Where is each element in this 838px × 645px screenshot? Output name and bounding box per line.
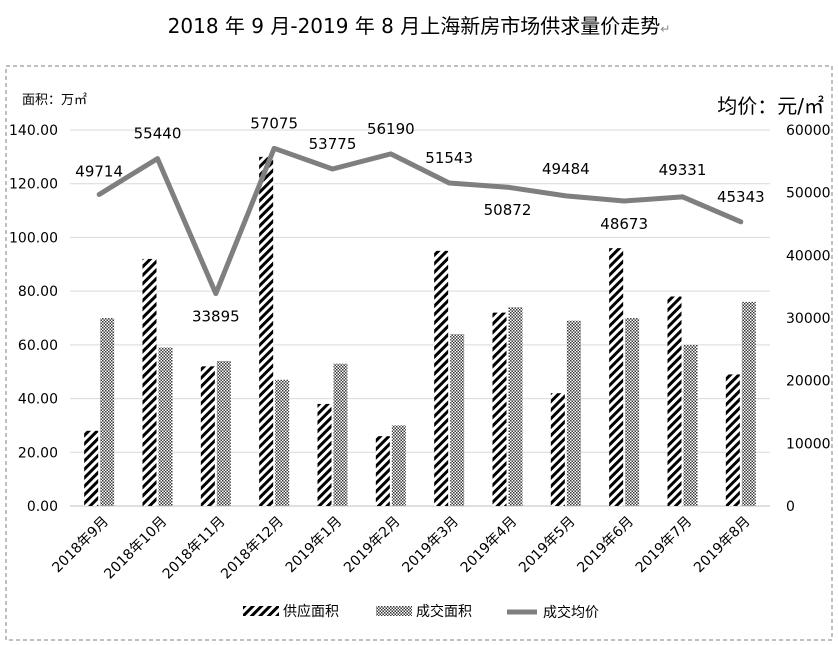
y-left-tick-label: 60.00 (18, 338, 58, 354)
price-data-label: 33895 (192, 308, 240, 326)
legend-item: 成交面积 (376, 603, 472, 620)
legend-label: 成交均价 (543, 604, 599, 621)
bar-supply-area (142, 258, 157, 506)
x-tick-label: 2019年7月 (633, 514, 696, 577)
x-tick-label: 2019年6月 (574, 514, 637, 577)
bar-supply-area (84, 430, 99, 506)
bar-supply-area (200, 366, 215, 506)
bar-deal-area (625, 318, 640, 506)
bar-deal-area (275, 379, 290, 506)
legend-item: 成交均价 (507, 604, 599, 621)
chart-title-text: 2018 年 9 月-2019 年 8 月上海新房市场供求量价走势 (167, 14, 661, 38)
right-axis-unit: 均价：元/㎡ (717, 94, 824, 118)
price-data-label: 49484 (542, 160, 590, 178)
y-right-tick-label: 50000 (786, 186, 831, 202)
y-left-tick-label: 20.00 (18, 445, 58, 461)
price-data-label: 45343 (717, 188, 765, 206)
x-tick-label: 2019年8月 (691, 514, 754, 577)
legend-label: 成交面积 (416, 603, 472, 620)
y-left-tick-label: 120.00 (9, 177, 58, 193)
legend-item: 供应面积 (243, 603, 339, 620)
price-data-label: 57075 (250, 114, 298, 132)
y-left-tick-label: 140.00 (9, 123, 58, 139)
bar-deal-area (566, 320, 581, 506)
x-tick-label: 2019年5月 (516, 514, 579, 577)
bar-deal-area (391, 425, 406, 506)
y-left-tick-label: 100.00 (9, 230, 58, 246)
price-data-label: 51543 (425, 149, 473, 167)
bar-deal-area (100, 318, 115, 506)
bar-deal-area (683, 344, 698, 506)
chart-title: 2018 年 9 月-2019 年 8 月上海新房市场供求量价走势↵ (0, 10, 838, 39)
bar-supply-area (259, 156, 274, 506)
bar-deal-area (450, 334, 465, 506)
bar-supply-area (434, 250, 449, 506)
price-data-label: 48673 (600, 215, 648, 233)
x-tick-label: 2019年1月 (283, 514, 346, 577)
x-tick-label: 2018年9月 (49, 514, 112, 577)
y-right-tick-label: 20000 (786, 374, 831, 390)
bar-deal-area (333, 363, 348, 506)
price-data-label: 56190 (367, 120, 415, 138)
left-axis-unit: 面积：万㎡ (22, 93, 87, 108)
bar-deal-area (741, 301, 756, 506)
bar-supply-area (375, 436, 390, 506)
y-right-tick-label: 30000 (786, 311, 831, 327)
bar-supply-area (667, 296, 682, 506)
bar-supply-area (317, 403, 332, 506)
bar-deal-area (216, 360, 231, 506)
y-right-tick-label: 60000 (786, 123, 831, 139)
bar-supply-area (725, 374, 740, 506)
price-data-label: 53775 (309, 135, 357, 153)
bar-supply-area (550, 393, 565, 506)
x-tick-label: 2019年4月 (458, 514, 521, 577)
legend-label: 供应面积 (283, 603, 339, 620)
x-tick-label: 2019年3月 (399, 514, 462, 577)
price-data-label: 55440 (134, 125, 182, 143)
y-right-tick-label: 10000 (786, 436, 831, 452)
chart-title-mark: ↵ (660, 22, 671, 36)
y-left-tick-label: 80.00 (18, 284, 58, 300)
legend-swatch (376, 606, 412, 616)
price-data-label: 50872 (484, 201, 532, 219)
y-left-tick-label: 40.00 (18, 392, 58, 408)
price-line (96, 145, 744, 297)
price-data-label: 49714 (75, 162, 123, 180)
price-data-label: 49331 (659, 161, 707, 179)
bar-deal-area (158, 347, 173, 506)
chart-border (5, 65, 833, 641)
x-tick-label: 2019年2月 (341, 514, 404, 577)
legend-swatch (243, 606, 279, 616)
x-tick-label: 2018年12月 (218, 514, 287, 583)
y-right-tick-label: 0 (786, 499, 795, 515)
bar-supply-area (492, 312, 507, 506)
bar-deal-area (508, 307, 523, 506)
y-right-tick-label: 40000 (786, 248, 831, 264)
y-left-tick-label: 0.00 (27, 499, 58, 515)
bar-supply-area (609, 248, 624, 506)
